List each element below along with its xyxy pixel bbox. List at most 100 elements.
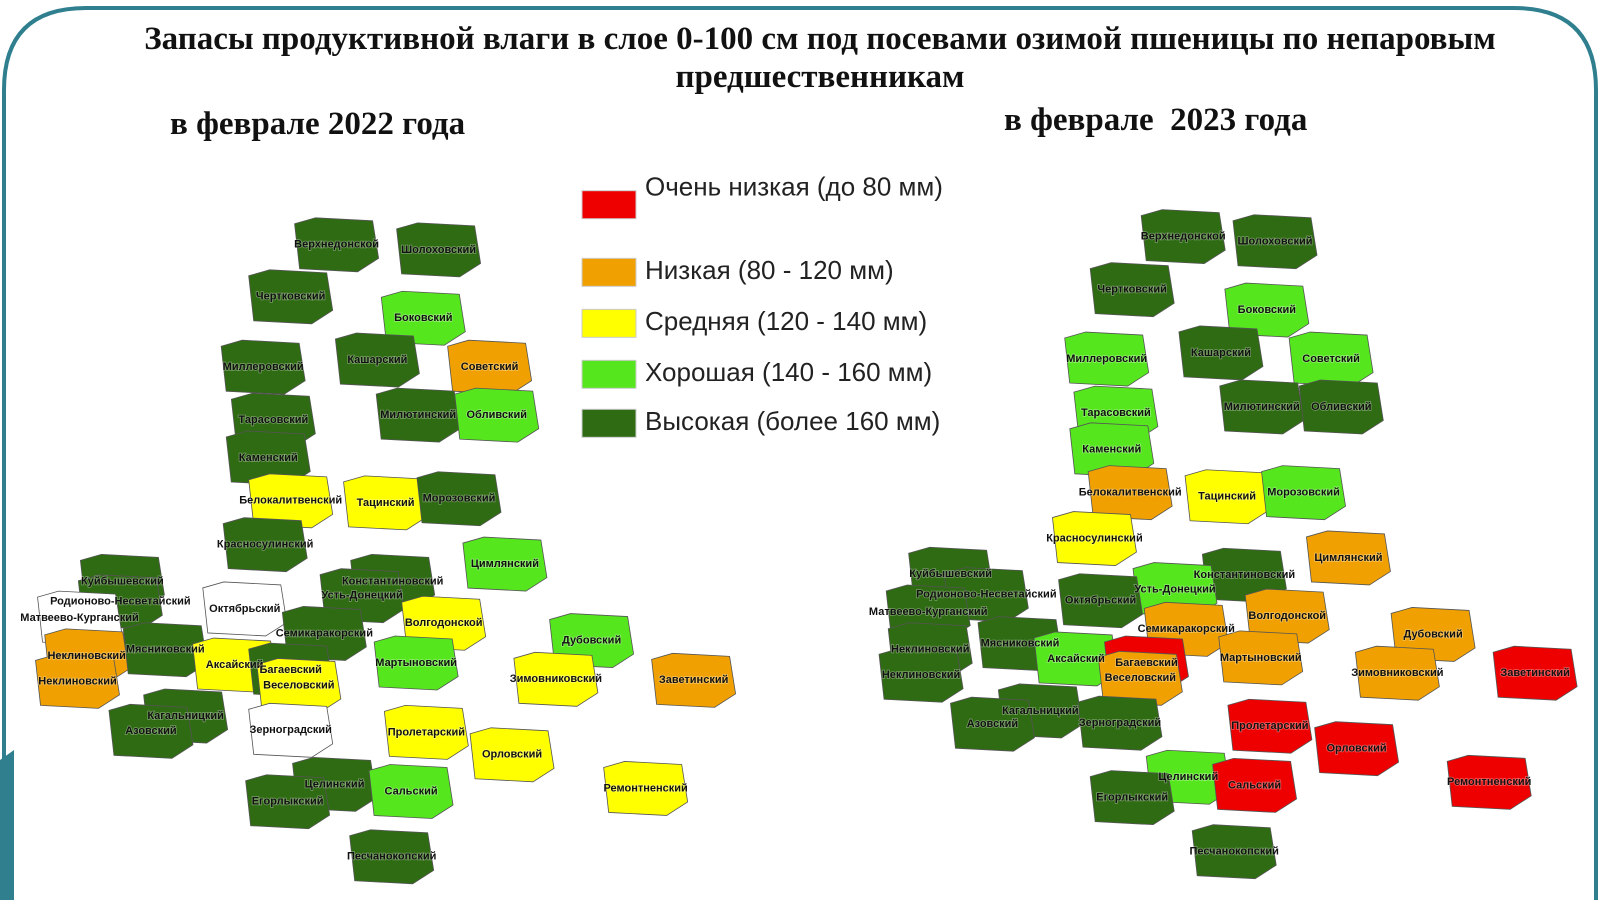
frame-accent [0,750,14,900]
district-label: Ремонтненский [1447,776,1531,788]
district-label: Верхнедонской [294,239,379,251]
district-area [35,653,120,709]
district-label: Шолоховский [401,244,476,256]
district-label: Орловский [482,749,542,761]
district-label: Целинский [1158,771,1218,783]
district-label: Азовский [967,718,1019,730]
district-labels: Верхнедонской Шолоховский Чертковский Боков… [20,238,730,863]
district-label: Кашарский [1191,347,1251,359]
district-label: Красносулинский [1046,532,1143,544]
district-label: Дубовский [1403,628,1462,640]
legend-swatch [581,190,637,220]
district-label: Азовский [125,725,177,737]
district-area [878,647,964,703]
district-area [1492,645,1578,701]
district-label: Песчанокопский [1189,846,1278,858]
district-label: Белокалитвенский [1079,487,1182,499]
district-area [1178,325,1264,381]
legend-swatch [581,359,637,389]
district-label: Орловский [1326,743,1386,755]
district-label: Зерноградский [1079,717,1162,729]
district-label: Родионово-Несветайский [50,596,191,608]
district-label: Верхнедонской [1141,231,1226,243]
district-label: Белокалитвенский [239,495,342,507]
district-label: Сальский [385,785,438,797]
district-label: Багаевский [1115,657,1177,669]
district-label: Сальский [1228,779,1281,791]
district-area [950,696,1035,752]
district-label: Неклиновский [38,675,116,687]
title: Запасы продуктивной влаги в слое 0-100 с… [144,21,1496,95]
district-label: Цимлянский [471,558,539,570]
district-area [1261,465,1346,521]
district-label: Дубовский [562,634,621,646]
district-area [1314,721,1400,777]
legend-swatch [581,408,637,438]
district-label: Октябрьский [209,603,280,615]
district-label: Боковский [1238,304,1296,316]
district-area [513,651,599,707]
district-area [462,536,548,592]
district-area [1089,262,1175,318]
district-area [383,704,469,760]
district-area [1058,573,1144,629]
legend-label: Средняя (120 - 140 мм) [645,306,927,336]
legend-label: Высокая (более 160 мм) [645,406,940,436]
district-area [334,332,420,388]
district-label: Морозовский [423,493,496,505]
district-label: Пролетарский [1231,720,1308,732]
district-label: Матвеево-Курганский [869,606,988,618]
district-label: Неклиновский [47,650,125,662]
district-area [1077,695,1163,751]
district-label: Неклиновский [882,669,960,681]
legend-swatch [581,257,637,287]
district-area [294,217,380,273]
district-label: Целинский [305,778,365,790]
district-label: Шолоховский [1238,236,1313,248]
district-area [373,635,459,691]
district-label: Мясниковский [981,638,1060,650]
district-area [1446,754,1532,810]
district-labels: Верхнедонской Шолоховский Чертковский Боков… [868,230,1570,859]
map-subtitle: в феврале 2022 года [170,106,466,142]
legend-label: Хорошая (140 - 160 мм) [645,357,932,387]
district-label: Зерноградский [249,724,332,736]
district-label: Тацинский [1198,491,1256,503]
district-label: Егорлыкский [252,796,324,808]
district-label: Кагальницкий [147,710,224,722]
map: Верхнедонской Шолоховский Чертковский Боков… [868,209,1578,880]
district-area [1052,511,1137,566]
district-areas [878,209,1578,880]
district-label: Тарасовский [238,414,308,426]
district-area [1064,331,1150,387]
district-label: Матвеево-Курганский [20,612,139,624]
district-label: Миллеровский [1066,353,1147,365]
district-label: Усть-Донецкий [1134,583,1215,595]
district-area [248,702,334,758]
district-area [108,703,194,759]
district-label: Егорлыкский [1096,792,1168,804]
district-label: Октябрьский [1065,595,1136,607]
district-area [1089,770,1175,826]
district-label: Мясниковский [126,644,205,656]
district-label: Мартыновский [1220,652,1302,664]
district-area [349,829,435,885]
legend-swatch [581,308,637,338]
district-label: Родионово-Несветайский [916,589,1057,601]
district-area [1306,530,1391,586]
district-area [1069,422,1155,478]
district-label: Куйбышевский [81,575,164,587]
district-area [469,727,555,783]
district-label: Цимлянский [1314,552,1382,564]
frame-border [2,6,1598,900]
district-area [1191,824,1277,880]
district-label: Заветинский [659,674,729,686]
district-label: Обливский [467,409,527,421]
district-area [220,339,306,395]
district-area [1298,379,1384,435]
district-label: Чертковский [1097,284,1167,296]
district-area [222,517,308,573]
district-label: Каменский [239,452,298,464]
district-label: Волгодонской [1248,610,1326,622]
